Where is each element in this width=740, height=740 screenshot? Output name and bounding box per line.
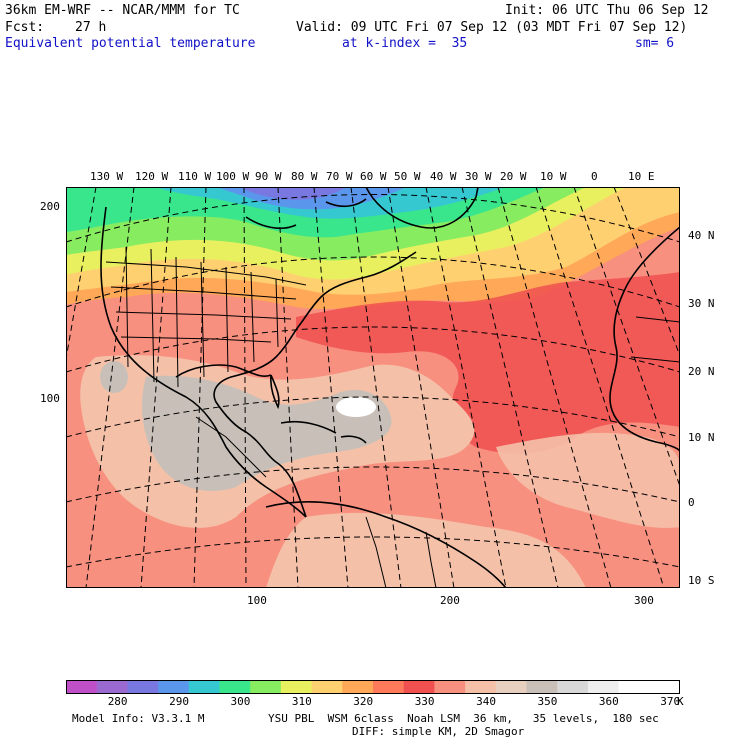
field-band-290 bbox=[241, 187, 346, 200]
cb-label: 280 bbox=[107, 695, 128, 708]
color-swatch bbox=[219, 680, 251, 694]
top-label: 50 W bbox=[394, 170, 421, 183]
field-patch bbox=[100, 361, 128, 393]
color-swatch bbox=[557, 680, 589, 694]
graticule bbox=[66, 187, 680, 588]
top-label: 30 W bbox=[465, 170, 492, 183]
top-label: 90 W bbox=[255, 170, 282, 183]
color-swatch bbox=[373, 680, 405, 694]
top-label: 10 W bbox=[540, 170, 567, 183]
top-label: 60 W bbox=[360, 170, 387, 183]
color-swatch bbox=[587, 680, 620, 694]
top-label: 80 W bbox=[291, 170, 318, 183]
map-frame bbox=[66, 187, 680, 588]
right-label: 20 N bbox=[688, 365, 715, 378]
physics-info: YSU PBL WSM 6class Noah LSM 36 km, 35 le… bbox=[268, 712, 659, 725]
color-swatch bbox=[188, 680, 220, 694]
color-swatch bbox=[66, 680, 98, 694]
top-label: 120 W bbox=[135, 170, 169, 183]
cb-label: 310 bbox=[291, 695, 312, 708]
bottom-label: 100 bbox=[247, 594, 267, 607]
right-label: 0 bbox=[688, 496, 695, 509]
right-label: 40 N bbox=[688, 229, 715, 242]
field-band-africa bbox=[496, 432, 680, 528]
forecast-label: Fcst: bbox=[5, 20, 45, 35]
top-label: 110 W bbox=[178, 170, 212, 183]
level-index: at k-index = 35 bbox=[342, 36, 468, 51]
color-swatch bbox=[526, 680, 558, 694]
color-swatch bbox=[250, 680, 282, 694]
bottom-label: 200 bbox=[440, 594, 460, 607]
top-label: 100 W bbox=[216, 170, 250, 183]
left-label: 200 bbox=[40, 200, 60, 213]
left-label: 100 bbox=[40, 392, 60, 405]
color-swatch bbox=[127, 680, 159, 694]
field-band-345 bbox=[296, 272, 680, 454]
model-info: Model Info: V3.3.1 M bbox=[72, 712, 205, 725]
coastlines bbox=[100, 187, 680, 588]
color-swatch bbox=[618, 680, 650, 694]
color-swatch bbox=[158, 680, 190, 694]
top-label: 0 bbox=[591, 170, 598, 183]
cb-label: 330 bbox=[414, 695, 435, 708]
color-bar-frame bbox=[66, 680, 680, 694]
bottom-label: 300 bbox=[634, 594, 654, 607]
cb-label: 320 bbox=[353, 695, 374, 708]
color-swatch bbox=[495, 680, 527, 694]
color-swatch bbox=[311, 680, 343, 694]
init-time: Init: 06 UTC Thu 06 Sep 12 bbox=[505, 3, 709, 18]
cb-label: 360 bbox=[598, 695, 619, 708]
physics-info-2: DIFF: simple KM, 2D Smagor bbox=[352, 725, 525, 738]
model-title: 36km EM-WRF -- NCAR/MMM for TC bbox=[5, 3, 240, 18]
field-name: Equivalent potential temperature bbox=[5, 36, 256, 51]
forecast-hour: 27 h bbox=[75, 20, 107, 35]
top-label: 10 E bbox=[628, 170, 655, 183]
cb-label: 340 bbox=[476, 695, 496, 708]
top-label: 40 W bbox=[430, 170, 457, 183]
color-swatch bbox=[434, 680, 466, 694]
right-label: 10 N bbox=[688, 431, 715, 444]
cb-label: 350 bbox=[537, 695, 558, 708]
color-swatch bbox=[342, 680, 374, 694]
color-swatch bbox=[649, 680, 680, 694]
top-label: 70 W bbox=[326, 170, 353, 183]
valid-time: Valid: 09 UTC Fri 07 Sep 12 (03 MDT Fri … bbox=[296, 20, 688, 35]
cb-label: 370 bbox=[660, 695, 681, 708]
color-scale-unit: K bbox=[677, 695, 684, 708]
field-band-355 bbox=[141, 375, 392, 491]
right-label: 30 N bbox=[688, 297, 715, 310]
field-max bbox=[336, 397, 376, 417]
color-swatch bbox=[280, 680, 313, 694]
top-label: 130 W bbox=[90, 170, 124, 183]
smoothing: sm= 6 bbox=[635, 36, 675, 51]
color-swatch bbox=[403, 680, 435, 694]
color-swatch bbox=[96, 680, 128, 694]
cb-label: 300 bbox=[230, 695, 251, 708]
political-boundaries bbox=[105, 246, 680, 588]
color-swatch bbox=[465, 680, 497, 694]
theta-e-map bbox=[66, 187, 680, 588]
right-label: 10 S bbox=[688, 574, 715, 587]
cb-label: 290 bbox=[169, 695, 189, 708]
color-scale-bar bbox=[66, 680, 680, 694]
top-label: 20 W bbox=[500, 170, 527, 183]
